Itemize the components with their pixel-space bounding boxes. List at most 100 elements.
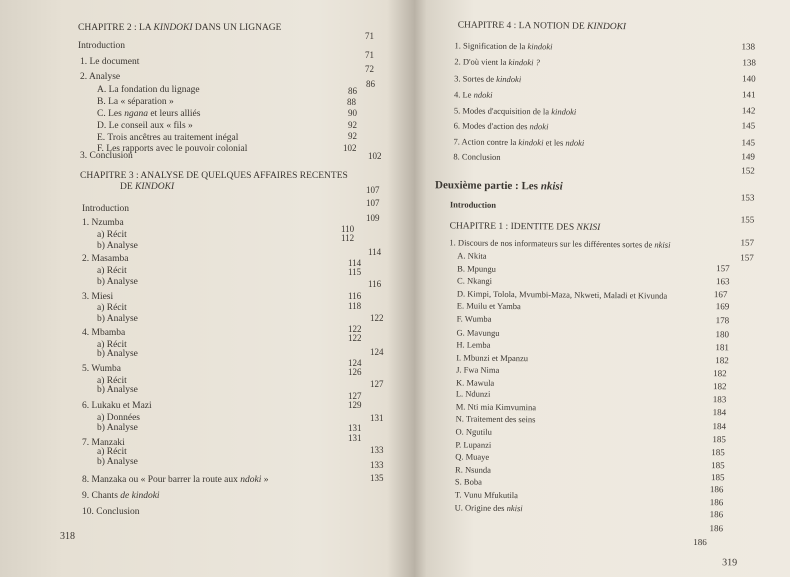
toc-entry-text: S. Boba — [454, 476, 482, 487]
toc-entry-text: kindoki — [518, 137, 544, 148]
toc-entry-text: 3. Miesi — [82, 292, 114, 302]
toc-entry: E. Muilu et Yamba — [457, 300, 521, 312]
page-number-ref: 178 — [715, 315, 730, 326]
toc-entry-text: Introduction — [82, 204, 129, 214]
toc-entry-text: 2. D'où vient la — [454, 56, 509, 67]
toc-entry: 8. Conclusion — [453, 151, 500, 162]
toc-entry-text: B. La « séparation » — [97, 97, 174, 107]
toc-entry-text: A. Nkita — [457, 250, 487, 261]
page-number-ref: 142 — [741, 105, 756, 116]
page-number-ref: 124 — [370, 347, 384, 357]
page-number-ref: 157 — [740, 252, 754, 263]
toc-entry-text: D. Le conseil aux « fils » — [97, 121, 193, 131]
page-number-ref: 92 — [348, 131, 357, 141]
page-number-ref: 102 — [368, 151, 382, 161]
page-number-ref: 186 — [693, 536, 707, 548]
toc-entry-text: E. Muilu et Yamba — [456, 300, 521, 312]
toc-entry: P. Lupanzi — [455, 439, 491, 450]
toc-entry: 6. Lukaku et Mazi — [82, 401, 152, 412]
page-number-ref: 122 — [370, 313, 384, 323]
toc-entry-text: 7. Manzaki — [82, 438, 125, 448]
toc-entry-text: 3. Sortes de — [454, 73, 497, 84]
toc-entry: M. Nti mia Kimvumina — [456, 401, 536, 413]
toc-entry-text: 1. Discours de nos informateurs sur les … — [449, 237, 655, 250]
toc-entry: 4. Le ndoki — [454, 89, 493, 100]
folio-page-number: 319 — [722, 557, 738, 569]
toc-entry-text: 2. Analyse — [80, 72, 121, 82]
toc-entry: 3. Miesi — [82, 292, 113, 303]
toc-entry: 2. Masamba — [82, 254, 128, 265]
toc-entry: a) Récit — [97, 303, 127, 314]
right-page: CHAPITRE 4 : LA NOTION DE KINDOKI 1. Sign… — [409, 0, 790, 577]
page-number-ref: 138 — [741, 41, 756, 52]
toc-entry-text: 4. Mbamba — [82, 328, 126, 338]
page-number-ref: 186 — [709, 484, 724, 495]
toc-entry: b) Analyse — [97, 314, 138, 325]
page-number-ref: 133 — [370, 445, 384, 455]
page-number-ref: 140 — [742, 73, 756, 84]
toc-entry-text: 1. Signification de la — [454, 40, 528, 52]
toc-entry: T. Vunu Mfukutila — [455, 489, 518, 501]
toc-entry: a) Récit — [97, 266, 127, 277]
toc-entry: 4. Mbamba — [82, 328, 125, 339]
page-number-ref: 167 — [713, 289, 728, 300]
toc-entry-text: U. Origine des — [454, 502, 507, 513]
toc-entry-text: M. Nti mia Kimvumina — [455, 401, 537, 413]
toc-entry: 3. Sortes de kindoki — [454, 73, 521, 85]
page-number-ref: 112 — [341, 233, 355, 243]
toc-entry: 3. Conclusion — [80, 151, 133, 162]
page-number-ref: 71 — [365, 31, 374, 41]
toc-entry-text: O. Ngutilu — [455, 426, 492, 437]
toc-entry-text: b) Analyse — [97, 277, 138, 287]
toc-entry-text: b) Analyse — [97, 385, 138, 395]
page-number-ref: 185 — [712, 434, 726, 445]
toc-entry-text: b) Analyse — [97, 423, 138, 433]
toc-entry: a) Données — [97, 413, 140, 424]
toc-entry-text: B. Mpungu — [457, 263, 496, 274]
left-page: CHAPITRE 2 : LA KINDOKI DANS UN LIGNAGE I… — [60, 23, 384, 542]
toc-entry-text: et leurs alliés — [147, 109, 201, 119]
toc-entry: Introduction — [78, 41, 125, 52]
toc-entry-text: ngana — [124, 109, 148, 119]
toc-entry: E. Trois ancêtres au traitement inégal — [97, 133, 238, 144]
toc-entry: 1. Nzumba — [82, 218, 124, 229]
toc-entry-text: 5. Wumba — [82, 364, 122, 374]
toc-entry: b) Analyse — [97, 277, 138, 288]
toc-entry-text: 9. Chants — [82, 491, 121, 501]
toc-entry: 5. Modes d'acquisition de la kindoki — [454, 105, 577, 117]
page-number-ref: 92 — [348, 120, 357, 130]
toc-entry-text: I. Mbunzi et Mpanzu — [456, 352, 529, 364]
toc-entry: N. Traitement des seins — [456, 413, 536, 425]
toc-entry-text: a) Données — [97, 413, 140, 423]
toc-entry: A. Nkita — [457, 250, 486, 261]
toc-entry-text: F. Wumba — [456, 313, 492, 324]
page-number-ref: 185 — [711, 460, 725, 471]
toc-entry-text: nkisi — [506, 502, 523, 514]
toc-entry-text: a) Récit — [97, 230, 127, 240]
page-number-ref: 110 — [341, 224, 355, 234]
toc-entry: CHAPITRE 4 : LA NOTION DE KINDOKI — [458, 20, 626, 33]
toc-entry: a) Récit — [97, 376, 127, 387]
page-number-ref: 114 — [348, 258, 362, 268]
toc-entry: CHAPITRE 3 : ANALYSE DE QUELQUES AFFAIRE… — [80, 171, 348, 182]
toc-entry: F. Les rapports avec le pouvoir colonial — [97, 144, 247, 155]
toc-entry: 1. Discours de nos informateurs sur les … — [449, 237, 670, 250]
toc-entry: b) Analyse — [97, 423, 138, 434]
toc-entry: K. Mawula — [456, 377, 494, 388]
page-number-ref: 133 — [370, 460, 384, 470]
toc-entry-text: ndoki — [565, 137, 585, 148]
toc-entry-text: T. Vunu Mfukutila — [454, 489, 519, 501]
page-number-ref: 122 — [348, 333, 362, 343]
page-number-ref: 126 — [348, 367, 362, 377]
toc-entry: 7. Action contre la kindoki et les ndoki — [453, 136, 584, 148]
page-number-ref: 183 — [712, 394, 727, 405]
page-number-ref: 71 — [365, 50, 374, 60]
toc-entry-text: KINDOKI — [153, 23, 193, 33]
toc-entry-text: D. Kimpi, Tolola, Mvumbi-Maza, Nkweti, M… — [456, 288, 668, 301]
toc-entry-text: 6. Modes d'action des — [453, 120, 530, 132]
toc-entry-text: b) Analyse — [97, 349, 138, 359]
toc-entry: a) Récit — [97, 447, 127, 458]
page-number-ref: 185 — [711, 447, 725, 458]
toc-entry-text: 10. Conclusion — [82, 507, 140, 517]
toc-entry-text: G. Mavungu — [456, 327, 500, 338]
